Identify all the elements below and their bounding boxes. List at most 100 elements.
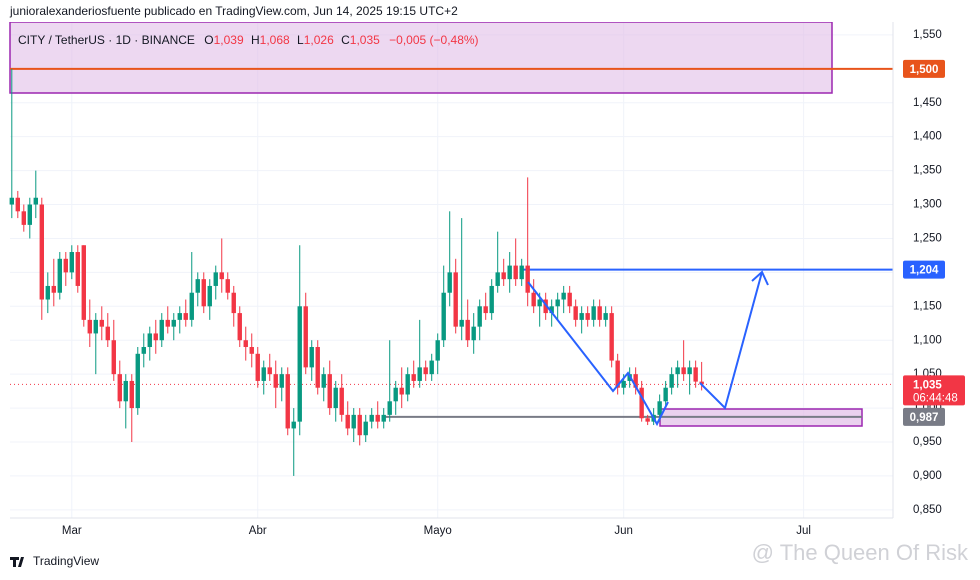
last-price-bg xyxy=(903,375,965,406)
candle-body xyxy=(531,292,536,307)
candle-body xyxy=(597,306,602,320)
candle-body xyxy=(663,387,668,402)
candle-body xyxy=(417,367,422,381)
candle-body xyxy=(621,380,626,388)
candle-body xyxy=(465,319,470,341)
candle-body xyxy=(117,374,122,402)
x-tick-label: Jul xyxy=(796,525,811,537)
candle-body xyxy=(309,347,314,368)
candle-body xyxy=(681,367,686,375)
candle-body xyxy=(519,265,524,280)
watermark: @ The Queen Of Risk xyxy=(752,540,969,565)
candle-body xyxy=(453,272,458,327)
candle-body xyxy=(201,279,206,307)
candle-body xyxy=(273,374,278,388)
y-tick-label: 0,850 xyxy=(913,504,942,516)
projection-arrow xyxy=(699,271,763,410)
candle-body xyxy=(489,285,494,314)
brand-logo xyxy=(10,557,24,567)
price-label: 0,987 xyxy=(910,412,939,424)
header-bg xyxy=(0,0,980,22)
y-tick-label: 1,300 xyxy=(913,199,942,211)
candle-body xyxy=(15,197,20,212)
candle-body xyxy=(561,292,566,300)
candle-body xyxy=(435,340,440,361)
candle-body xyxy=(639,387,644,419)
candle-body xyxy=(153,333,158,341)
candle-body xyxy=(123,380,128,402)
candle-body xyxy=(399,387,404,395)
candle-body xyxy=(171,319,176,327)
candle-body xyxy=(357,414,362,436)
candle-body xyxy=(525,265,530,293)
candle-body xyxy=(111,340,116,375)
candle-body xyxy=(303,306,308,368)
candle-body xyxy=(585,313,590,320)
y-tick-label: 1,150 xyxy=(913,300,942,312)
candle-body xyxy=(441,292,446,341)
candle-body xyxy=(69,252,74,273)
candle-body xyxy=(615,360,620,388)
header: junioralexanderiosfuente publicado en Tr… xyxy=(9,4,458,18)
x-tick-label: Jun xyxy=(614,525,633,537)
candle-body xyxy=(207,285,212,307)
candle-body xyxy=(555,299,560,307)
y-tick-label: 1,400 xyxy=(913,131,942,143)
candle-body xyxy=(237,313,242,341)
candle-body xyxy=(75,252,80,286)
candle-body xyxy=(45,285,50,300)
candle-body xyxy=(261,367,266,381)
candle-body xyxy=(327,374,332,409)
candle-body xyxy=(405,374,410,395)
candle-body xyxy=(225,279,230,293)
candle-body xyxy=(471,326,476,341)
candle-body xyxy=(105,326,110,341)
price-label: 1,500 xyxy=(910,64,939,76)
price-label-bg xyxy=(903,260,945,279)
price-lines xyxy=(10,67,893,418)
price-label: 1,204 xyxy=(910,265,939,277)
candle-body xyxy=(291,421,296,429)
y-tick-label: 1,250 xyxy=(913,232,942,244)
candle-body xyxy=(513,265,518,280)
candle-body xyxy=(135,353,140,409)
candle-body xyxy=(57,258,62,293)
candle-body xyxy=(87,319,92,334)
x-tick-label: Mar xyxy=(62,525,82,537)
candle-body xyxy=(567,292,572,307)
candle-body xyxy=(339,387,344,415)
candles xyxy=(9,68,704,476)
candle-body xyxy=(51,285,56,293)
arrow-head xyxy=(751,270,769,286)
candle-body xyxy=(93,319,98,334)
y-tick-label: 1,550 xyxy=(913,29,942,41)
candle-body xyxy=(507,265,512,280)
candle-body xyxy=(645,418,650,422)
y-tick-label: 0,950 xyxy=(913,436,942,448)
candle-body xyxy=(633,374,638,388)
y-tick-label: 1,450 xyxy=(913,97,942,109)
y-tick-label: 1,100 xyxy=(913,334,942,346)
candle-body xyxy=(333,387,338,409)
candle-body xyxy=(267,367,272,375)
candle-body xyxy=(549,306,554,314)
candle-body xyxy=(387,401,392,415)
candle-body xyxy=(477,306,482,327)
candle-body xyxy=(345,414,350,429)
candle-body xyxy=(495,272,500,286)
candle-body xyxy=(147,333,152,348)
candle-body xyxy=(375,414,380,422)
candle-body xyxy=(591,306,596,320)
candle-body xyxy=(39,204,44,300)
candle-body xyxy=(255,353,260,381)
candle-body xyxy=(177,313,182,320)
countdown: 06:44:48 xyxy=(913,392,958,404)
y-tick-label: 1,350 xyxy=(913,165,942,177)
price-label-bg xyxy=(903,407,945,426)
candle-body xyxy=(579,313,584,320)
candle-body xyxy=(63,258,68,273)
supply-zone xyxy=(9,21,833,94)
candle-body xyxy=(429,360,434,375)
price-label-bg xyxy=(903,59,945,78)
candle-body xyxy=(219,272,224,280)
